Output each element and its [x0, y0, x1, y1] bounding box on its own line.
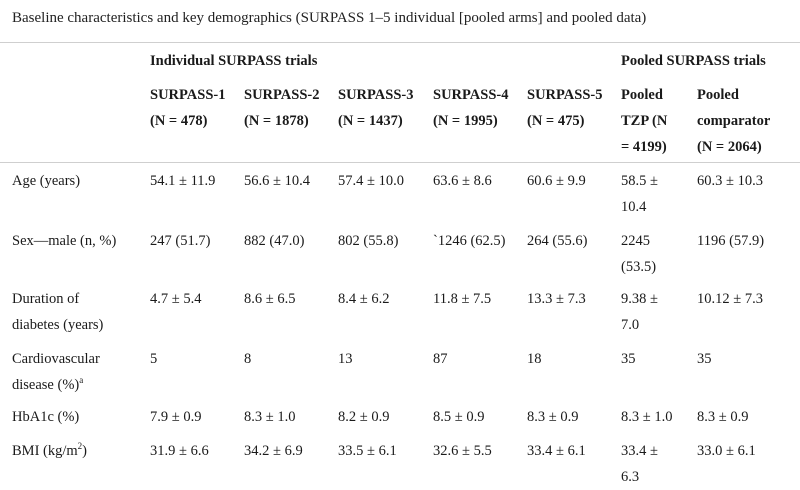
- table-cell: 18: [527, 351, 542, 367]
- table-cell: 8.6 ± 6.5: [244, 291, 296, 307]
- table-cell: 35: [621, 351, 636, 367]
- table-cell: 60.6 ± 9.9: [527, 173, 586, 189]
- table-cell: 33.5 ± 6.1: [338, 443, 397, 459]
- table-cell: 33.4 ±6.3: [621, 443, 658, 485]
- group-header-pooled: Pooled SURPASS trials: [621, 53, 766, 69]
- table-cell: 4.7 ± 5.4: [150, 291, 202, 307]
- column-header: SURPASS-2 (N = 1878): [244, 87, 320, 129]
- table-cell: 13.3 ± 7.3: [527, 291, 586, 307]
- column-header: Pooled comparator (N = 2064): [697, 87, 771, 155]
- table-cell: 8.3 ± 0.9: [697, 409, 749, 425]
- column-header: Pooled TZP (N = 4199): [621, 87, 668, 155]
- table-cell: `1246 (62.5): [433, 233, 506, 249]
- table-cell: 8.3 ± 1.0: [621, 409, 673, 425]
- column-header: SURPASS-4 (N = 1995): [433, 87, 509, 129]
- table-cell: 2245 (53.5): [621, 233, 657, 275]
- table-cell: 63.6 ± 8.6: [433, 173, 492, 189]
- table-cell: 8.2 ± 0.9: [338, 409, 390, 425]
- table-cell: 33.4 ± 6.1: [527, 443, 586, 459]
- table-caption: Baseline characteristics and key demogra…: [12, 10, 647, 26]
- table-cell: 56.6 ± 10.4: [244, 173, 310, 189]
- header-rule: [0, 162, 800, 163]
- table-cell: 882 (47.0): [244, 233, 305, 249]
- row-label: Sex—male (n, %): [12, 233, 117, 249]
- row-label: Cardiovascular disease (%)a: [12, 351, 100, 393]
- table-cell: 60.3 ± 10.3: [697, 173, 763, 189]
- column-header: SURPASS-3 (N = 1437): [338, 87, 414, 129]
- table-cell: 8.5 ± 0.9: [433, 409, 485, 425]
- table-cell: 54.1 ± 11.9: [150, 173, 216, 189]
- table-cell: 247 (51.7): [150, 233, 211, 249]
- table-cell: 11.8 ± 7.5: [433, 291, 492, 307]
- column-header: SURPASS-1 (N = 478): [150, 87, 226, 129]
- table-cell: 13: [338, 351, 353, 367]
- table-cell: 1196 (57.9): [697, 233, 765, 249]
- table-cell: 7.9 ± 0.9: [150, 409, 202, 425]
- table-cell: 34.2 ± 6.9: [244, 443, 303, 459]
- top-rule: [0, 42, 800, 43]
- table-cell: 10.12 ± 7.3: [697, 291, 763, 307]
- table-cell: 57.4 ± 10.0: [338, 173, 404, 189]
- row-label: Duration of diabetes (years): [12, 291, 104, 333]
- table-cell: 8.3 ± 0.9: [527, 409, 579, 425]
- row-label: Age (years): [12, 173, 81, 189]
- table-cell: 9.38 ±7.0: [621, 291, 658, 333]
- row-label: BMI (kg/m2): [12, 441, 87, 459]
- table-cell: 35: [697, 351, 712, 367]
- table-cell: 58.5 ±10.4: [621, 173, 658, 215]
- table-cell: 32.6 ± 5.5: [433, 443, 492, 459]
- table-cell: 5: [150, 351, 158, 367]
- table-cell: 8.3 ± 1.0: [244, 409, 296, 425]
- table-cell: 31.9 ± 6.6: [150, 443, 209, 459]
- table-cell: 8.4 ± 6.2: [338, 291, 390, 307]
- group-header-individual: Individual SURPASS trials: [150, 53, 318, 69]
- column-header: SURPASS-5 (N = 475): [527, 87, 603, 129]
- table-cell: 8: [244, 351, 252, 367]
- table-cell: 264 (55.6): [527, 233, 588, 249]
- table-cell: 33.0 ± 6.1: [697, 443, 756, 459]
- table-cell: 802 (55.8): [338, 233, 399, 249]
- row-label: HbA1c (%): [12, 409, 80, 425]
- table-cell: 87: [433, 351, 448, 367]
